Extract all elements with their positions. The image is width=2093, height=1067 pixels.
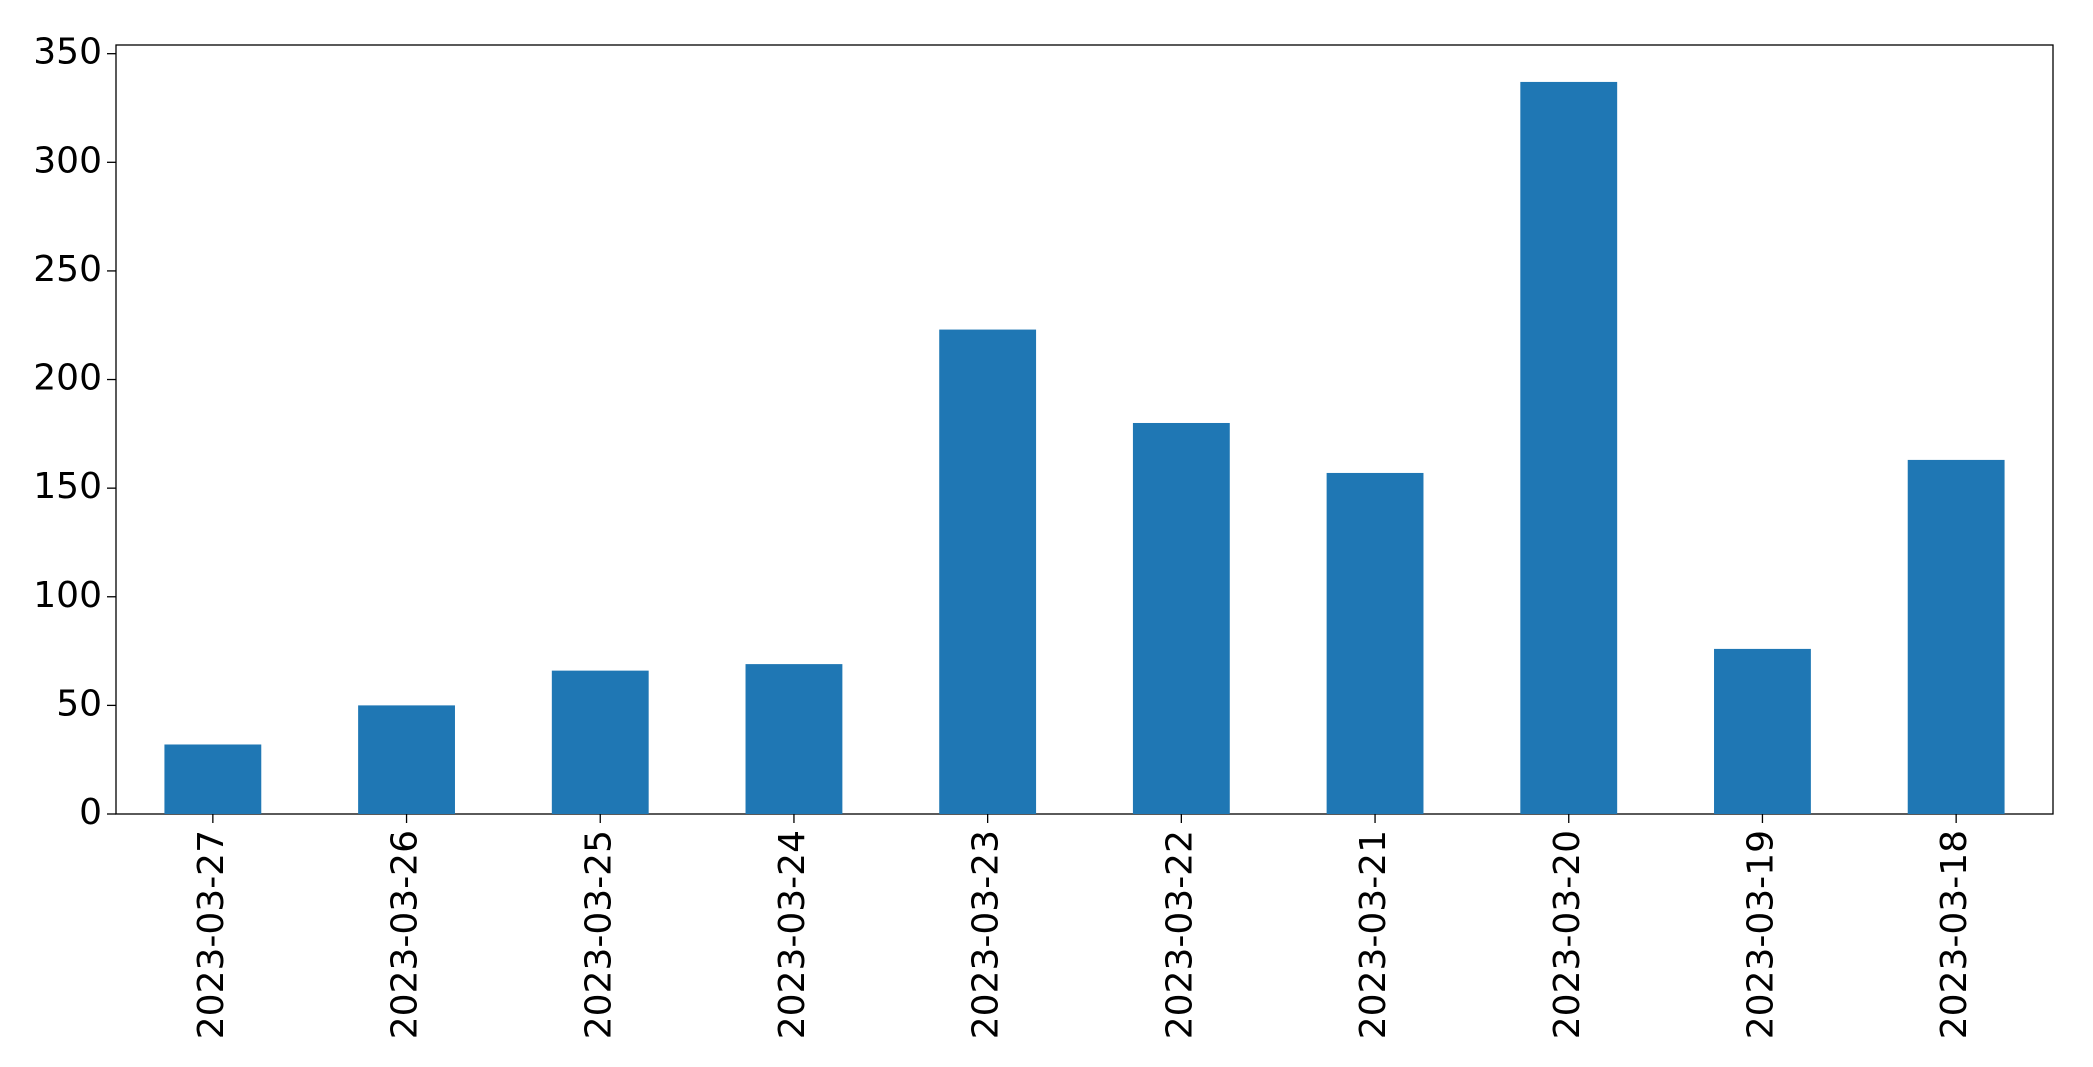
y-tick-label: 300 — [33, 140, 102, 181]
y-tick-label: 200 — [33, 358, 102, 399]
x-tick-label: 2023-03-21 — [1353, 830, 1394, 1039]
bar — [358, 705, 455, 814]
bar — [1326, 472, 1424, 814]
y-tick-label: 0 — [79, 792, 102, 833]
bar — [1132, 422, 1230, 814]
x-tick-label: 2023-03-24 — [772, 830, 813, 1039]
y-tick-label: 50 — [56, 683, 102, 724]
plot-frame — [115, 44, 2054, 815]
bar — [551, 670, 649, 814]
y-tick-label: 350 — [33, 32, 102, 73]
x-tick-label: 2023-03-20 — [1547, 830, 1588, 1039]
bar — [1714, 648, 1811, 814]
x-tick-label: 2023-03-23 — [966, 830, 1007, 1039]
bar — [745, 664, 843, 814]
bar — [939, 329, 1037, 814]
x-tick-label: 2023-03-19 — [1740, 830, 1781, 1039]
y-tick-label: 100 — [33, 575, 102, 616]
y-tick-label: 150 — [33, 466, 102, 507]
x-tick-label: 2023-03-26 — [385, 830, 426, 1039]
x-tick-label: 2023-03-25 — [578, 830, 619, 1039]
x-tick-label: 2023-03-22 — [1159, 830, 1200, 1039]
bar — [1520, 81, 1618, 814]
x-tick-label: 2023-03-18 — [1934, 830, 1975, 1039]
bar — [1907, 459, 2005, 814]
bar — [164, 744, 262, 814]
y-tick-label: 250 — [33, 249, 102, 290]
x-tick-label: 2023-03-27 — [191, 830, 232, 1039]
